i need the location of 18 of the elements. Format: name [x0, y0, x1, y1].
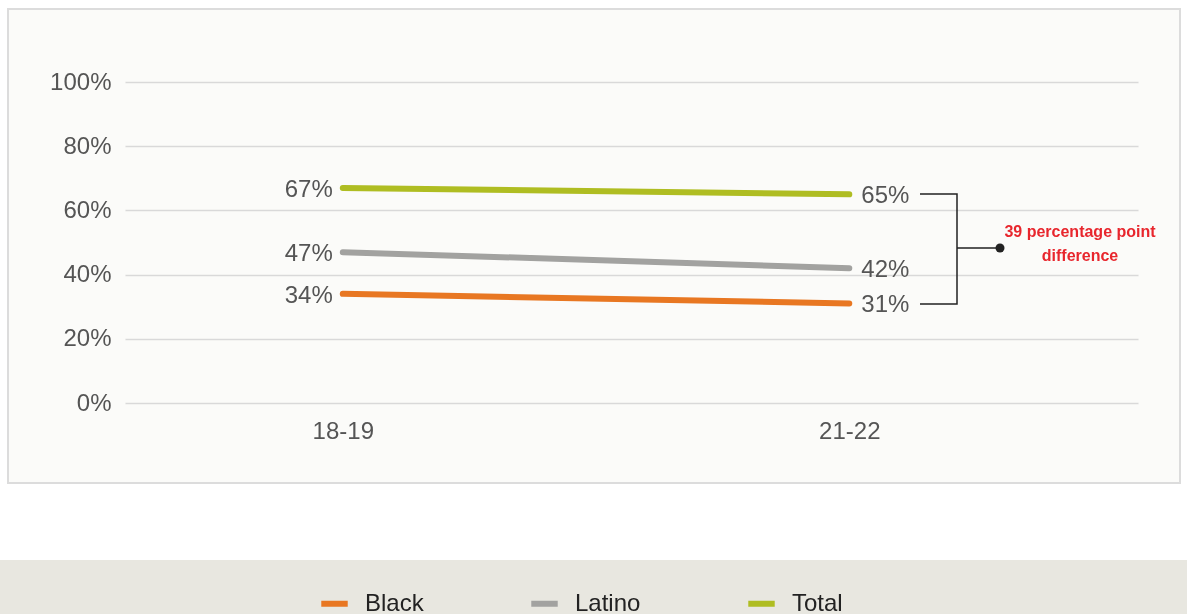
y-tick-label: 0% — [76, 388, 112, 416]
y-tick-label: 100% — [50, 67, 112, 95]
annotation: 39 percentage point difference — [1003, 222, 1157, 266]
data-label: 31% — [861, 290, 910, 318]
x-tick-label: 21-22 — [819, 416, 881, 444]
y-tick-label: 80% — [63, 131, 112, 159]
x-tick-label: 18-19 — [312, 416, 374, 444]
data-label: 65% — [861, 181, 910, 209]
y-tick-label: 20% — [63, 324, 112, 352]
y-tick-label: 40% — [63, 260, 112, 288]
data-label: 42% — [861, 255, 910, 283]
y-tick-label: 60% — [63, 195, 112, 223]
data-label: 47% — [284, 239, 333, 267]
legend-label: Latino — [575, 588, 641, 614]
data-label: 67% — [284, 174, 333, 202]
data-label: 34% — [284, 280, 333, 308]
legend-label: Black — [365, 588, 425, 614]
legend-label: Total — [792, 588, 843, 614]
